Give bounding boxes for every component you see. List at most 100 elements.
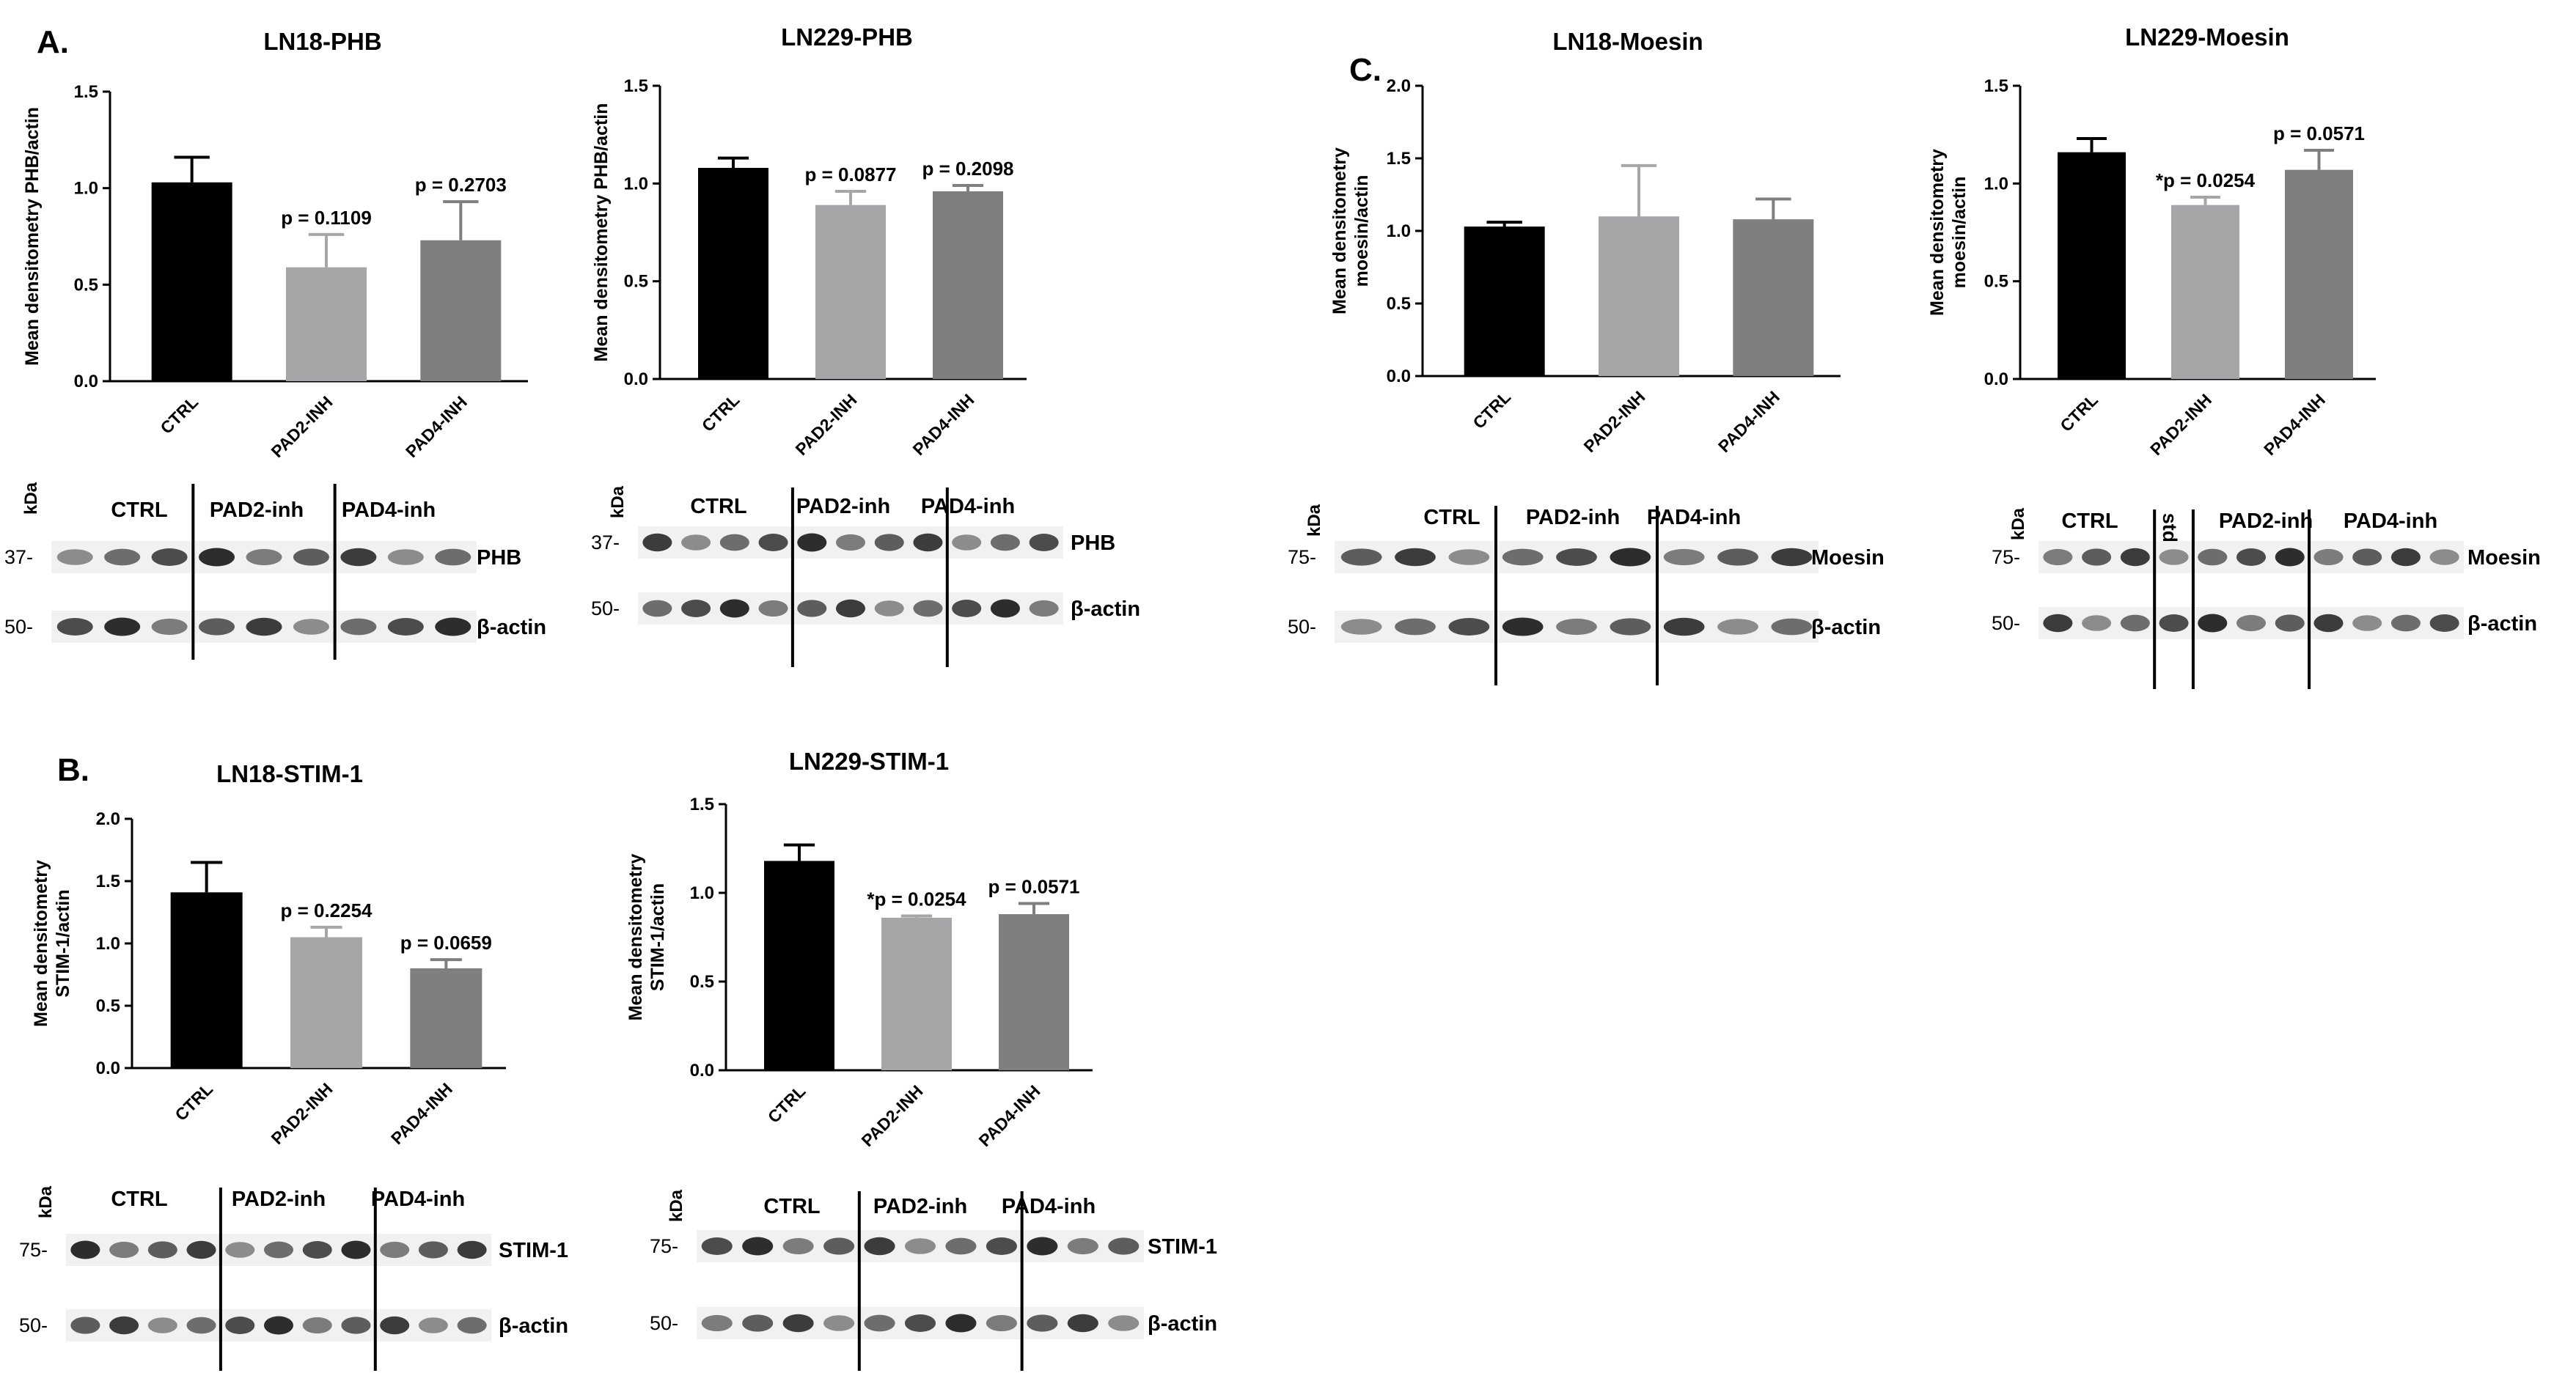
- chart-title: LN229-STIM-1: [789, 748, 949, 775]
- blot-group-label: PAD2-inh: [2219, 509, 2313, 533]
- size-marker: 75-: [1288, 546, 1316, 568]
- blot-band: [1663, 617, 1705, 636]
- y-tick-label: 0.5: [1984, 272, 2008, 292]
- blot-group-label: PAD4-inh: [371, 1188, 465, 1211]
- y-tick-label: 0.5: [74, 275, 98, 295]
- y-tick-label: 1.0: [1387, 221, 1411, 241]
- blot-band: [340, 618, 377, 636]
- p-value-label: p = 0.0571: [988, 876, 1079, 898]
- blot-band: [1027, 1237, 1058, 1256]
- blot-band: [758, 600, 788, 617]
- blot-band: [457, 1240, 487, 1259]
- protein-label: β-actin: [2467, 612, 2537, 636]
- y-tick-label: 1.0: [690, 883, 714, 903]
- blot-band: [387, 618, 424, 636]
- blot-blot-ln229-moesin: kDa CTRL std PAD2-inh PAD4-inh 75- Moesin 50- β-…: [1992, 507, 2541, 689]
- kda-label: kDa: [667, 1189, 686, 1222]
- category-label: PAD2-INH: [1580, 387, 1649, 456]
- size-marker: 37-: [591, 531, 620, 553]
- y-tick-label: 1.5: [1984, 76, 2008, 96]
- p-value-label: p = 0.2703: [415, 174, 507, 196]
- blot-group-label: CTRL: [2061, 509, 2118, 533]
- blot-band: [2313, 548, 2344, 566]
- blot-group-label: PAD4-inh: [342, 498, 436, 522]
- blot-band: [1395, 618, 1436, 636]
- blot-band: [418, 1241, 448, 1259]
- chart-LN18-PHB: LN18-PHB 0.0 0.5 1.0 1.5 Mean densitometry PH…: [22, 28, 528, 461]
- size-marker: 37-: [4, 546, 33, 568]
- blot-band: [1340, 619, 1382, 635]
- blot-band: [701, 1314, 733, 1332]
- bar-ctrl: [170, 892, 243, 1068]
- y-axis-label: Mean densitometry: [31, 860, 51, 1027]
- y-tick-label: 1.0: [624, 174, 648, 194]
- y-axis-label: moesin/actin: [1351, 175, 1372, 287]
- category-label: PAD2-INH: [2146, 390, 2215, 459]
- p-value-label: p = 0.0571: [2273, 122, 2365, 144]
- blot-band: [719, 534, 749, 551]
- y-tick-label: 1.0: [74, 179, 98, 199]
- blot-band: [151, 548, 188, 566]
- category-label: PAD4-INH: [2260, 390, 2329, 459]
- blot-band: [2082, 548, 2112, 566]
- blot-band: [904, 1238, 936, 1254]
- chart-title: LN18-PHB: [263, 28, 381, 55]
- blot-band: [823, 1315, 855, 1331]
- p-value-label: p = 0.1109: [281, 207, 372, 229]
- category-label: PAD4-INH: [387, 1079, 456, 1148]
- blot-band: [70, 1317, 100, 1334]
- y-tick-label: 1.5: [74, 82, 98, 102]
- p-value-label: *p = 0.0254: [2156, 169, 2256, 191]
- protein-label: PHB: [1071, 531, 1115, 555]
- blot-band: [1610, 618, 1651, 636]
- blot-band: [1771, 618, 1813, 636]
- blot-band: [2120, 614, 2150, 632]
- blot-band: [246, 617, 282, 636]
- blot-band: [341, 1317, 371, 1334]
- size-marker: 50-: [4, 616, 33, 638]
- blot-band: [874, 600, 904, 616]
- category-label: CTRL: [764, 1081, 810, 1127]
- blot-band: [151, 618, 188, 636]
- blot-band: [302, 1317, 332, 1334]
- y-axis-label: STIM-1/actin: [53, 889, 73, 997]
- y-tick-label: 2.0: [96, 809, 120, 829]
- blot-band: [225, 1317, 255, 1334]
- protein-label: STIM-1: [499, 1239, 568, 1262]
- blot-band: [758, 534, 788, 551]
- p-value-label: p = 0.2098: [922, 158, 1013, 180]
- y-axis-label: Mean densitometry: [1329, 147, 1350, 314]
- blot-band: [2198, 614, 2228, 633]
- blot-band: [186, 1317, 216, 1334]
- category-label: PAD2-INH: [268, 392, 337, 461]
- size-marker: 75-: [1992, 546, 2020, 568]
- blot-band: [2352, 548, 2382, 566]
- blot-band: [835, 534, 866, 551]
- blot-blot-ln229-stim: kDa CTRL PAD2-inh PAD4-inh 75- STIM-1 50- β-act…: [650, 1189, 1217, 1371]
- y-tick-label: 0.5: [624, 272, 648, 292]
- blot-band: [199, 548, 235, 567]
- chart-title: LN229-Moesin: [2125, 23, 2289, 51]
- blot-band: [2159, 549, 2189, 565]
- bar-ctrl: [151, 182, 232, 381]
- protein-label: PHB: [477, 546, 521, 570]
- blot-band: [56, 618, 93, 636]
- y-tick-label: 1.5: [96, 872, 120, 891]
- blot-band: [1029, 600, 1059, 617]
- y-tick-label: 0.0: [624, 369, 648, 389]
- blot-group-label: PAD4-inh: [921, 495, 1015, 518]
- blot-band: [2390, 614, 2421, 632]
- blot-group-label: CTRL: [1423, 506, 1480, 529]
- bar-pad4-inh: [2285, 169, 2353, 379]
- p-value-label: p = 0.0659: [400, 932, 492, 954]
- blot-band: [457, 1317, 487, 1334]
- blot-band: [1340, 548, 1382, 566]
- blot-band: [293, 619, 329, 635]
- blot-band: [990, 534, 1020, 551]
- size-marker: 50-: [19, 1314, 48, 1336]
- blot-band: [952, 600, 982, 617]
- bar-pad4-inh: [1733, 219, 1814, 376]
- blot-band: [913, 533, 943, 552]
- bar-pad4-inh: [420, 240, 502, 381]
- bar-ctrl: [2058, 152, 2126, 379]
